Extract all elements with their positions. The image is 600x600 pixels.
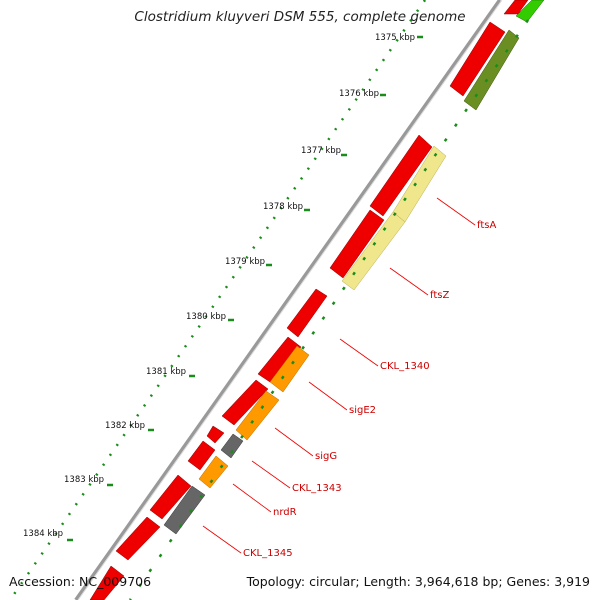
ruler-tick-label: 1383 kbp (64, 475, 104, 485)
gene-forward[interactable] (187, 440, 216, 471)
gene-label-nrdR[interactable]: nrdR (273, 507, 297, 518)
gene-forward[interactable] (206, 425, 225, 444)
gene-forward[interactable] (221, 379, 269, 426)
gene-forward[interactable] (286, 288, 328, 338)
ruler-tick-label: 1384 kbp (23, 529, 63, 539)
genome-backbone (74, 0, 503, 600)
ruler-ticks (67, 35, 423, 542)
ruler-tick-label: 1375 kbp (375, 33, 415, 43)
map-title: Clostridium kluyveri DSM 555, complete g… (134, 9, 466, 25)
gene-label-ftsZ[interactable]: ftsZ (430, 290, 449, 301)
gene-CKL_1345[interactable] (163, 485, 206, 535)
gene-forward[interactable] (89, 565, 125, 600)
gene-labels: ftsA ftsZ CKL_1340 sigE2 sigG CKL_1343 n… (243, 220, 496, 559)
gene-label-CKL_1343[interactable]: CKL_1343 (292, 483, 342, 494)
gene-CKL_1343[interactable] (220, 433, 244, 459)
genome-stats: Topology: circular; Length: 3,964,618 bp… (246, 574, 590, 589)
gene-forward[interactable] (329, 209, 385, 279)
gene-ftsZ[interactable] (341, 211, 406, 291)
forward-strand-genes (89, 0, 529, 600)
gene-forward[interactable] (449, 21, 506, 97)
gene-olive[interactable] (463, 29, 520, 111)
ruler-labels: 1375 kbp 1376 kbp 1377 kbp 1378 kbp 1379… (23, 33, 415, 539)
ruler-tick-label: 1381 kbp (146, 367, 186, 377)
accession-label: Accession: NC_009706 (9, 574, 152, 589)
ruler-tick-label: 1380 kbp (186, 312, 226, 322)
gene-label-CKL_1340[interactable]: CKL_1340 (380, 361, 430, 372)
ruler-tick-label: 1377 kbp (301, 146, 341, 156)
ruler-tick-label: 1378 kbp (263, 202, 303, 212)
gene-forward[interactable] (369, 134, 433, 217)
ruler-tick-label: 1376 kbp (339, 89, 379, 99)
gene-forward[interactable] (149, 474, 192, 520)
ruler-tick-label: 1382 kbp (105, 421, 145, 431)
gene-label-ftsA[interactable]: ftsA (477, 220, 496, 231)
ruler-tick-label: 1379 kbp (225, 257, 265, 267)
gene-forward[interactable] (115, 516, 161, 561)
gene-sigE2[interactable] (269, 345, 310, 393)
gene-label-CKL_1345[interactable]: CKL_1345 (243, 548, 293, 559)
gene-label-sigE2[interactable]: sigE2 (349, 405, 376, 416)
gene-sigG[interactable] (235, 390, 280, 441)
gene-nrdR[interactable] (198, 455, 229, 489)
gene-label-sigG[interactable]: sigG (315, 451, 337, 462)
ruler-dotted-track (8, 0, 427, 600)
gene-label-leaders (202, 197, 476, 554)
